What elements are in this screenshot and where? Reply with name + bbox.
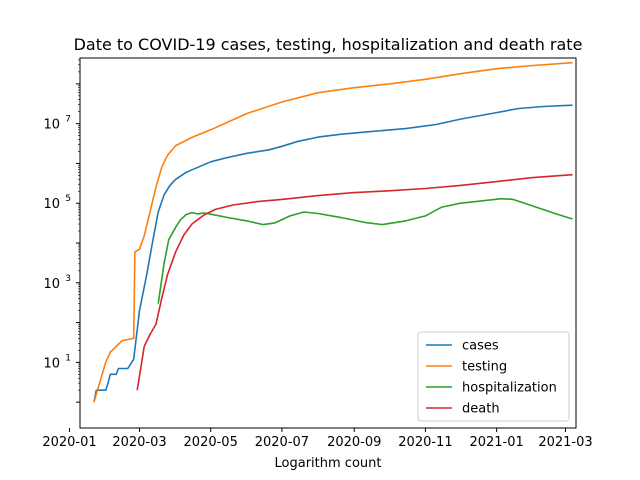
series-line-testing (93, 61, 573, 403)
series-line-hospitalization (157, 197, 573, 304)
y-tick-label: 10 (43, 118, 60, 133)
x-tick-label: 2021-01 (469, 435, 523, 450)
legend: cases testing hospitalization death (417, 331, 570, 422)
x-tick-label: 2020-11 (398, 435, 452, 450)
x-tick-label: 2020-05 (184, 435, 238, 450)
x-tick-label: 2020-09 (327, 435, 381, 450)
y-tick-exponent: 3 (65, 274, 71, 284)
x-tick-label: 2020-07 (255, 435, 309, 450)
y-axis: 10 1 10 3 10 5 10 7 (43, 59, 80, 403)
x-axis-label: Logarithm count (275, 456, 382, 471)
x-tick-label: 2021-03 (538, 435, 592, 450)
legend-label-death: death (462, 402, 500, 417)
x-axis: 2020-01 2020-03 2020-05 2020-07 2020-09 2020-… (42, 428, 593, 450)
y-tick-label: 10 (43, 277, 60, 292)
series-line-cases (93, 104, 573, 403)
legend-label-cases: cases (462, 339, 499, 354)
legend-label-testing: testing (462, 360, 507, 375)
legend-box (417, 331, 570, 422)
y-tick-exponent: 1 (65, 353, 71, 363)
y-tick-label: 10 (43, 356, 60, 371)
x-tick-label: 2020-03 (112, 435, 166, 450)
legend-label-hospitalization: hospitalization (462, 381, 557, 396)
chart-title: Date to COVID-19 cases, testing, hospita… (74, 35, 583, 54)
series-line-death (136, 173, 573, 391)
x-tick-label: 2020-01 (42, 435, 96, 450)
y-tick-exponent: 7 (65, 115, 71, 125)
y-tick-label: 10 (43, 197, 60, 212)
series-lines (93, 61, 573, 403)
y-tick-exponent: 5 (65, 194, 71, 204)
